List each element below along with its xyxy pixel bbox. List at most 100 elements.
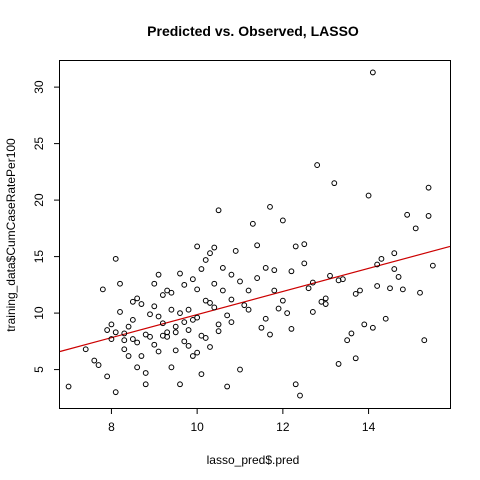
y-axis: 5 10 15 20 25 30 [32,80,60,373]
data-point [211,280,218,287]
data-point [142,370,149,376]
data-point [352,290,359,297]
data-point [309,309,316,315]
y-tick-label: 25 [32,137,46,151]
data-point [417,289,423,296]
x-tick-label: 10 [190,420,204,434]
data-point [198,266,205,272]
data-point [421,337,428,344]
data-point [228,319,235,326]
data-point [374,283,381,289]
data-point [224,383,231,390]
data-point [134,339,141,346]
data-point [258,324,265,331]
data-point [125,353,132,359]
data-point [271,287,278,294]
data-point [159,320,166,327]
data-point [177,381,183,388]
data-point [391,266,398,272]
data-point [301,260,308,267]
x-tick-label: 8 [108,420,115,434]
data-point [348,330,355,337]
data-point [172,323,179,330]
data-point [155,313,162,320]
data-point [382,315,389,322]
data-point [185,306,192,313]
data-point [425,184,432,191]
data-point [168,364,175,371]
data-point [198,332,205,339]
data-point [112,329,119,336]
data-point [245,306,252,313]
data-point [138,353,145,359]
data-point [267,203,273,210]
y-tick-label: 30 [32,80,46,94]
data-point [181,338,188,345]
data-point [254,275,261,281]
data-point [65,383,72,390]
data-point [429,262,436,269]
data-point [121,337,128,344]
data-point [189,276,196,283]
data-point [194,349,201,356]
data-point [292,243,299,250]
data-point [181,319,188,326]
x-tick-label: 12 [276,420,290,434]
data-point [181,281,188,288]
data-point [129,316,136,323]
data-point [228,296,235,303]
data-point [159,292,166,298]
data-point [142,381,149,388]
data-point [305,285,312,292]
data-point [112,389,119,396]
data-point [134,295,141,302]
plot-frame [59,60,451,409]
data-point [425,213,432,219]
data-point [108,321,115,328]
data-point [194,286,201,293]
data-point [262,264,269,271]
data-point [147,333,153,340]
data-point [374,261,381,268]
data-point [404,211,411,218]
data-point [271,267,278,274]
data-point [202,335,209,341]
x-axis: 8 10 12 14 [108,408,376,434]
data-point [219,264,226,271]
y-axis-label: training_data$CumCaseRatePer100 [4,138,18,332]
data-point [142,331,149,338]
data-point [215,328,222,335]
data-point [202,297,209,304]
data-point [211,244,218,251]
x-axis-label: lasso_pred$.pred [207,453,300,467]
x-tick-label: 14 [362,420,376,434]
data-point [399,286,406,293]
data-point [262,315,269,322]
data-point [151,341,158,348]
data-point [121,330,128,337]
points-layer [65,69,436,399]
data-point [352,355,359,362]
data-point [297,392,303,399]
data-point [241,302,248,309]
regression-line [59,245,451,353]
data-point [215,207,222,214]
data-point [369,324,376,331]
data-point [249,220,256,227]
data-point [215,321,222,328]
data-point [232,248,239,254]
y-tick-label: 20 [32,193,46,207]
data-point [189,316,196,323]
data-point [138,301,145,307]
data-point [164,287,171,294]
data-point [309,279,316,286]
data-point [207,250,213,257]
data-point [155,348,162,355]
data-point [129,336,136,342]
data-point [104,373,111,380]
data-point [301,241,308,248]
data-point [267,331,273,338]
data-point [219,287,226,294]
data-point [108,336,115,342]
data-point [185,342,192,349]
